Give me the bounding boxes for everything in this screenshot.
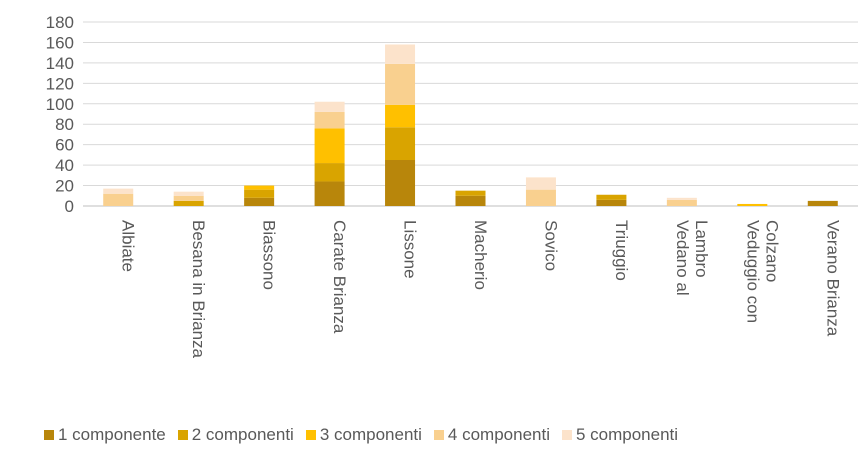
bar-segment xyxy=(455,190,486,196)
y-tick-label: 0 xyxy=(65,197,74,216)
bar-segment xyxy=(385,160,416,206)
legend-item: 2 componenti xyxy=(177,425,294,445)
bar-segment xyxy=(455,195,486,206)
bar-segment xyxy=(314,101,345,112)
gridlines xyxy=(83,21,858,207)
category-label: Carate Brianza xyxy=(330,220,349,334)
category-label: Triuggio xyxy=(612,220,631,281)
category-label: Lissone xyxy=(401,220,420,279)
category-label: Verano Brianza xyxy=(823,220,842,337)
legend-swatch xyxy=(44,430,54,440)
legend-swatch xyxy=(561,430,572,440)
bar-segment xyxy=(525,177,556,190)
y-tick-label: 80 xyxy=(55,115,74,134)
legend-item: 4 componenti xyxy=(433,425,550,445)
bar-segment xyxy=(314,181,345,206)
y-tick-label: 140 xyxy=(46,54,74,73)
category-label: Biassono xyxy=(260,220,279,290)
legend-swatch xyxy=(177,430,188,440)
y-tick-label: 180 xyxy=(46,13,74,32)
legend-label: 5 componenti xyxy=(575,425,679,444)
legend-item: 3 componenti xyxy=(305,425,422,445)
legend-label: 4 componenti xyxy=(447,425,550,444)
y-tick-label: 100 xyxy=(46,95,74,114)
y-tick-label: 20 xyxy=(55,177,74,196)
y-tick-label: 160 xyxy=(46,33,74,52)
category-label: Veduggio conColzano xyxy=(743,220,781,323)
legend-swatch xyxy=(305,430,316,440)
y-tick-label: 40 xyxy=(55,156,74,175)
bar-segment xyxy=(385,127,416,160)
legend-label: 1 componente xyxy=(58,425,166,444)
category-label: Macherio xyxy=(471,220,490,290)
legend-item: 1 componente xyxy=(44,425,166,445)
legend: 1 componente 2 componenti 3 componenti 4 co… xyxy=(44,425,678,445)
bar-segment xyxy=(244,185,275,190)
bar-segment xyxy=(173,195,204,201)
bar-segment xyxy=(103,193,134,206)
bar-segment xyxy=(173,191,204,196)
bar-segment xyxy=(666,197,697,200)
legend-swatch xyxy=(433,430,444,440)
bar-segment xyxy=(385,63,416,105)
legend-item: 5 componenti xyxy=(561,425,679,445)
category-label: Besana in Brianza xyxy=(189,220,208,359)
bar-segment xyxy=(314,128,345,164)
bar-segment xyxy=(385,104,416,128)
bar-segment xyxy=(525,189,556,206)
category-labels: Albiate Besana in Brianza Biassono Carate B… xyxy=(119,220,843,359)
bar-segment xyxy=(173,200,204,206)
bar-segment xyxy=(596,194,627,200)
bar-segment xyxy=(385,44,416,64)
bar-segment xyxy=(666,199,697,206)
legend-label: 3 componenti xyxy=(319,425,422,444)
bar-segment xyxy=(807,200,838,206)
bar-segment xyxy=(103,188,134,194)
y-tick-label: 120 xyxy=(46,74,74,93)
bar-segment xyxy=(244,197,275,206)
legend-label: 2 componenti xyxy=(191,425,294,444)
bar-segment xyxy=(596,199,627,206)
bars xyxy=(103,44,838,206)
bar-segment xyxy=(314,111,345,129)
y-tick-label: 60 xyxy=(55,136,74,155)
bar-segment xyxy=(737,203,768,206)
category-label: Vedano alLambro xyxy=(673,220,711,296)
bar-segment xyxy=(314,163,345,182)
bar-segment xyxy=(244,189,275,198)
category-label: Sovico xyxy=(541,220,560,271)
category-label: Albiate xyxy=(119,220,138,272)
